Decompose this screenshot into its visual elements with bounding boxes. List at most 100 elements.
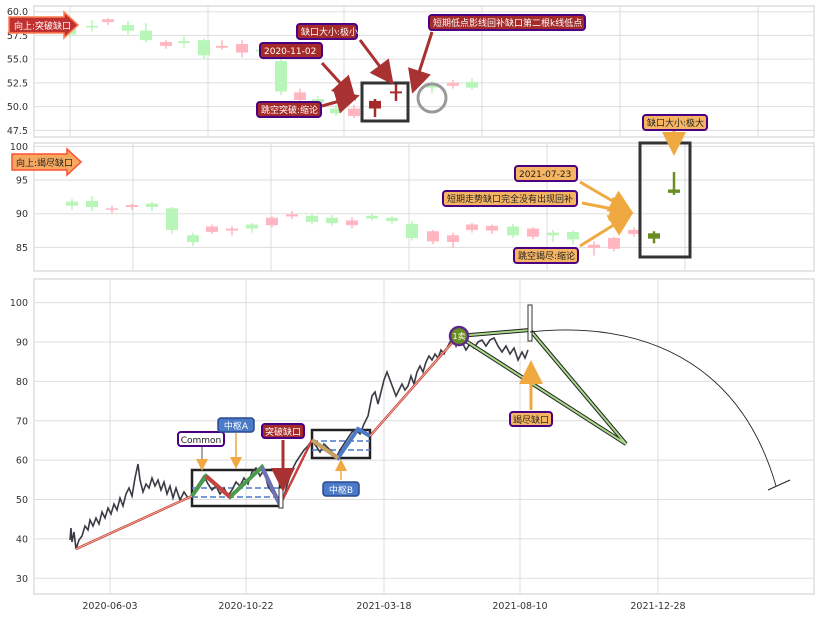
y-tick-label: 50	[16, 495, 28, 506]
y-tick-label: 60.0	[7, 7, 28, 18]
candle-body	[187, 235, 199, 243]
candle-body	[346, 220, 358, 226]
panel-1-date-box	[259, 42, 323, 59]
x-tick-label: 2020-06-03	[82, 601, 137, 612]
candle-body	[369, 100, 381, 109]
candle-body	[567, 231, 579, 240]
y-tick-label: 100	[10, 298, 28, 309]
candle-body	[406, 223, 418, 238]
candle-body	[178, 41, 190, 44]
candle-body	[668, 189, 680, 193]
candle-body	[294, 92, 306, 100]
panel-1-direction-text: 向上:突破缺口	[14, 20, 71, 32]
exhaustion-box	[509, 411, 553, 427]
zs-a-text: 中枢A	[224, 420, 249, 432]
panel-1-size-box	[296, 23, 358, 40]
x-tick-label: 2021-08-10	[492, 601, 547, 612]
candle-body	[628, 229, 640, 234]
candle-body	[466, 81, 478, 88]
panel-2-size-text: 缺口大小:极大	[647, 117, 704, 129]
common-box	[177, 431, 225, 447]
panel-1-arrow-size	[358, 39, 394, 85]
bi-zone-a-red	[204, 474, 232, 499]
panel-1-reason-box	[256, 101, 322, 118]
candle-body	[86, 200, 98, 207]
candle-body	[236, 43, 248, 53]
y-tick-label: 85	[16, 243, 28, 254]
candle-body	[286, 214, 298, 217]
candle-body	[106, 208, 118, 210]
candle-body	[198, 40, 210, 56]
panel-3-frame	[33, 278, 815, 595]
x-tick-label: 2020-10-22	[218, 601, 273, 612]
breakout-box	[261, 423, 305, 439]
candle-body	[588, 244, 600, 249]
panel-1-arrow-reason	[321, 90, 360, 114]
y-tick-label: 47.5	[7, 126, 28, 137]
y-tick-label: 57.5	[7, 31, 28, 42]
candle-body	[547, 232, 559, 236]
y-tick-label: 90	[16, 338, 28, 349]
candle-body	[226, 228, 238, 231]
panel-2-direction-badge: 向上:竭尽缺口	[11, 147, 83, 177]
panel-1-low-text: 短期低点影线回补缺口第二根k线低点	[433, 17, 582, 29]
panel-3-y-ticks: 100 90 80 70 60 50 40 30	[10, 298, 28, 585]
y-tick-label: 55.0	[7, 55, 28, 66]
zs-a-box	[217, 417, 255, 433]
exhaustion-text: 竭尽缺口	[513, 414, 549, 426]
candle-body	[427, 231, 439, 242]
zhongshu-b-box	[310, 428, 372, 460]
panel-2-candles	[66, 171, 680, 256]
panel-1-low-box	[428, 14, 586, 31]
bi-zone-b-tan	[310, 438, 340, 460]
bi-up-3-inner	[369, 335, 459, 437]
candle-body	[447, 82, 459, 86]
exhaustion-gap-rect	[527, 304, 533, 342]
candle-body	[246, 224, 258, 229]
candle-body	[326, 217, 338, 224]
panel-1-reason-text: 跳空突破:缩论	[261, 104, 318, 116]
panel-2-low-text: 短期走势缺口完全没有出现回补	[447, 193, 573, 205]
breakout-text: 突破缺口	[265, 426, 301, 438]
candle-body	[206, 226, 218, 232]
x-tick-label: 2021-03-18	[356, 601, 411, 612]
panel-1-direction-badge: 向上:突破缺口	[8, 10, 80, 40]
panel-2-size-box	[642, 114, 708, 131]
candle-body	[122, 24, 134, 31]
y-tick-label: 80	[16, 377, 28, 388]
panel-2: 100 95 90 85 向上:竭尽缺口 2021-07-23 缺口大小:极大 短期走…	[10, 114, 815, 272]
breakout-gap-rect	[278, 487, 284, 509]
panel-1-date-text: 2020-11-02	[264, 47, 316, 57]
panel-2-frame	[33, 142, 815, 272]
candle-body	[266, 217, 278, 226]
candle-body	[348, 108, 360, 117]
panel-1: 60.0 57.5 55.0 52.5 50.0 47.5 向上:突破缺口 2020-11…	[7, 5, 815, 138]
panel-2-date-text: 2021-07-23	[519, 170, 571, 180]
panel-2-date-box	[514, 165, 578, 182]
panel-1-low-circle	[416, 82, 448, 114]
candle-body	[386, 217, 398, 222]
projection-arc	[529, 329, 777, 487]
panel-1-y-ticks: 60.0 57.5 55.0 52.5 50.0 47.5	[7, 7, 28, 137]
panel-2-direction-text: 向上:竭尽缺口	[16, 157, 73, 169]
panel-2-arrow-reason	[579, 212, 634, 248]
panel-2-reason-box	[513, 247, 579, 264]
zs-b-box	[322, 481, 360, 497]
candle-body	[648, 233, 660, 239]
candle-body	[306, 215, 318, 222]
candle-body	[160, 42, 172, 46]
candle-body	[507, 226, 519, 236]
x-tick-label: 2021-12-28	[630, 601, 685, 612]
y-tick-label: 30	[16, 574, 28, 585]
candle-body	[66, 201, 78, 206]
candle-body	[527, 228, 539, 237]
y-tick-label: 40	[16, 534, 28, 545]
projection-arc-end	[767, 479, 791, 491]
candle-body	[426, 84, 438, 88]
candle-body	[447, 235, 459, 243]
candle-body	[486, 225, 498, 231]
zs-b-text: 中枢B	[329, 484, 353, 496]
